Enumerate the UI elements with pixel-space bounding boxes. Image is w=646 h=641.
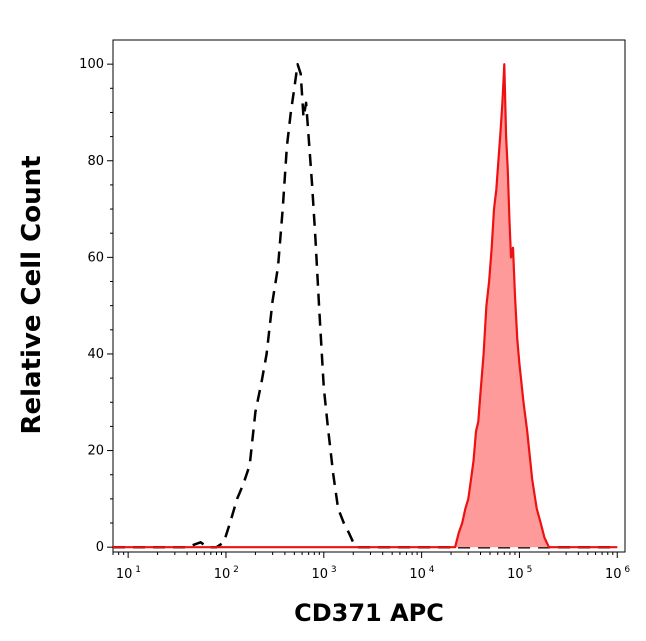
x-tick-label: 10: [116, 567, 133, 582]
y-tick-label: 20: [87, 444, 104, 459]
series-layer: [113, 62, 618, 549]
series-1-area: [113, 64, 618, 548]
x-tick-label: 10: [214, 567, 231, 582]
x-tick-label: 10: [605, 567, 622, 582]
series-1-line: [113, 63, 618, 549]
x-tick-exponent: 5: [527, 565, 533, 575]
x-tick-label: 10: [409, 567, 426, 582]
x-axis-title: CD371 APC: [294, 599, 444, 627]
y-tick-label: 40: [87, 347, 104, 362]
x-tick-exponent: 4: [429, 565, 435, 575]
y-tick-label: 0: [96, 540, 104, 555]
x-tick-exponent: 3: [331, 565, 337, 575]
y-tick-label: 100: [79, 57, 104, 72]
x-tick-exponent: 2: [233, 565, 239, 575]
y-axis-title: Relative Cell Count: [17, 155, 47, 434]
plot-frame: [112, 39, 626, 553]
x-tick-label: 10: [312, 567, 329, 582]
x-tick-label: 10: [507, 567, 524, 582]
x-tick-exponent: 1: [135, 565, 141, 575]
x-tick-exponent: 6: [624, 565, 630, 575]
series-0-line: [113, 62, 618, 549]
y-tick-label: 60: [87, 250, 104, 265]
y-tick-label: 80: [87, 154, 104, 169]
